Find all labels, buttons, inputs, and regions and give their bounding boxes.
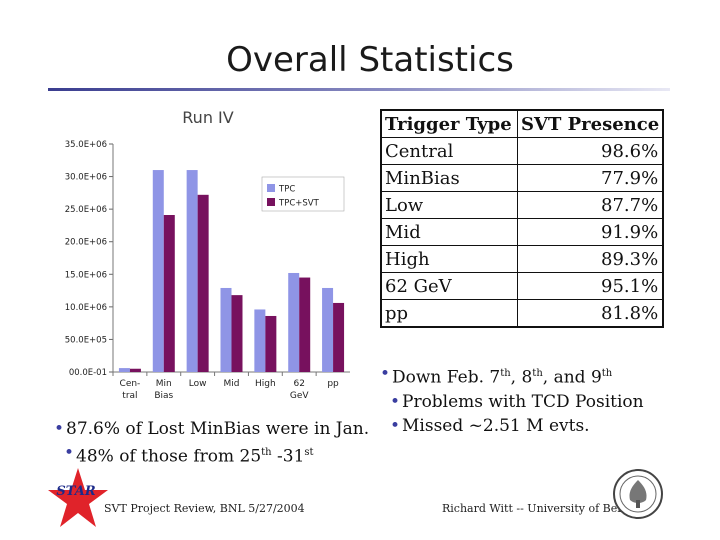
note-those-mid: -31	[271, 446, 305, 467]
bar-chart: Run IV 00.0E-01 50.0E+05 10.0E+06 15.0E+06 20…	[0, 98, 372, 418]
col-header-trigger-type: Trigger Type	[380, 109, 518, 138]
trigger-table: Trigger Type SVT Presence Central 98.6% M…	[380, 109, 665, 328]
cell-svt-presence: 91.9%	[517, 218, 664, 246]
bar-tpc-svt	[299, 277, 311, 372]
note-down-prefix: Down Feb. 7	[392, 367, 501, 388]
bullet-icon: •	[390, 391, 401, 412]
y-tick-label: 35.0E+06	[65, 140, 107, 150]
bar-tpc-svt	[197, 194, 209, 372]
note-those-sup: th	[261, 447, 272, 458]
notes-left-list: • 87.6% of Lost MinBias were in Jan. • 48%…	[54, 417, 370, 469]
bar-tpc	[288, 272, 300, 372]
x-tick-label: GeV	[290, 391, 310, 401]
note-down-mid: , and 9	[542, 367, 602, 388]
y-tick-label: 25.0E+06	[65, 205, 107, 215]
bullet-icon: •	[64, 443, 75, 463]
note-down-sup: th	[500, 368, 511, 379]
cell-trigger-type: Low	[380, 191, 518, 219]
cell-svt-presence: 77.9%	[517, 164, 664, 192]
cell-svt-presence: 81.8%	[517, 299, 664, 328]
table-row: pp 81.8%	[380, 299, 664, 328]
legend-box	[261, 176, 345, 212]
note-missed-text: Missed ~2.51 M evts.	[402, 415, 590, 436]
y-tick-label: 00.0E-01	[69, 368, 107, 378]
legend-swatch	[267, 184, 275, 192]
university-seal-icon	[613, 469, 663, 519]
note-missed: • Missed ~2.51 M evts.	[390, 414, 644, 438]
footer-right: Richard Witt -- University of Bern	[442, 502, 630, 515]
star-logo: STAR	[48, 468, 108, 527]
note-lost-text: 87.6% of Lost MinBias were in Jan.	[66, 419, 370, 439]
note-tcd-text: Problems with TCD Position	[402, 391, 644, 412]
footer-left: SVT Project Review, BNL 5/27/2004	[104, 502, 305, 515]
bullet-icon: •	[380, 364, 391, 384]
bar-tpc	[152, 170, 164, 372]
y-tick-label: 20.0E+06	[65, 238, 107, 248]
cell-svt-presence: 89.3%	[517, 245, 664, 273]
cell-trigger-type: Central	[380, 137, 518, 165]
x-tick-label: Mid	[224, 379, 240, 389]
x-tick-label: 62	[293, 379, 304, 389]
note-down-sup: th	[532, 368, 543, 379]
note-those-prefix: 48% of those from 25	[76, 446, 262, 467]
col-header-svt-presence: SVT Presence	[517, 109, 664, 138]
trigger-table-wrap: Trigger Type SVT Presence Central 98.6% M…	[380, 109, 665, 328]
table-row: Low 87.7%	[380, 191, 664, 219]
notes-right-list: • Down Feb. 7th, 8th, and 9th • Problems w…	[380, 362, 644, 438]
cell-trigger-type: 62 GeV	[380, 272, 518, 300]
table-row: Mid 91.9%	[380, 218, 664, 246]
cell-trigger-type: pp	[380, 299, 518, 328]
note-down-sup: th	[601, 368, 613, 379]
table-row: MinBias 77.9%	[380, 164, 664, 192]
slide-title: Overall Statistics	[226, 40, 514, 80]
x-tick-label: tral	[122, 391, 137, 401]
bar-tpc	[220, 287, 232, 372]
bar-tpc	[322, 287, 334, 372]
bar-tpc	[186, 170, 198, 372]
x-tick-label: Bias	[154, 391, 173, 401]
table-row: High 89.3%	[380, 245, 664, 273]
cell-svt-presence: 98.6%	[517, 137, 664, 165]
table-header-row: Trigger Type SVT Presence	[380, 109, 664, 138]
chart-title: Run IV	[182, 108, 233, 127]
legend-swatch	[267, 198, 275, 206]
x-tick-label: High	[255, 379, 276, 389]
bar-tpc-svt	[333, 302, 345, 372]
y-tick-label: 10.0E+06	[65, 303, 107, 313]
bar-tpc-svt	[129, 368, 141, 372]
note-those: • 48% of those from 25th -31st	[64, 441, 369, 469]
legend-label: TPC+SVT	[278, 199, 320, 209]
table-row: 62 GeV 95.1%	[380, 272, 664, 300]
y-tick-label: 15.0E+06	[65, 270, 107, 280]
legend-label: TPC	[278, 185, 295, 195]
bullet-icon: •	[54, 419, 65, 439]
x-tick-label: Cen-	[120, 379, 141, 389]
cell-svt-presence: 87.7%	[517, 191, 664, 219]
y-tick-label: 50.0E+05	[65, 335, 107, 345]
x-tick-label: Min	[156, 379, 172, 389]
bar-tpc	[118, 368, 130, 372]
title-rule	[48, 88, 670, 91]
x-tick-label: pp	[327, 379, 339, 389]
bar-tpc	[254, 309, 266, 372]
bar-tpc-svt	[231, 295, 243, 372]
note-down-mid: , 8	[510, 367, 533, 388]
bar-tpc-svt	[163, 215, 175, 372]
cell-trigger-type: Mid	[380, 218, 518, 246]
cell-trigger-type: High	[380, 245, 518, 273]
star-shape-icon	[48, 468, 108, 527]
cell-trigger-type: MinBias	[380, 164, 518, 192]
cell-svt-presence: 95.1%	[517, 272, 664, 300]
y-tick-label: 30.0E+06	[65, 173, 107, 183]
bullet-icon: •	[390, 415, 401, 436]
x-tick-label: Low	[189, 379, 207, 389]
star-logo-text: STAR	[56, 484, 95, 499]
bar-chart-svg: Run IV 00.0E-01 50.0E+05 10.0E+06 15.0E+06 20…	[65, 108, 350, 401]
note-down-feb: • Down Feb. 7th, 8th, and 9th	[380, 362, 644, 390]
bar-tpc-svt	[265, 315, 277, 372]
table-row: Central 98.6%	[380, 137, 664, 165]
note-lost-minbias: • 87.6% of Lost MinBias were in Jan.	[54, 417, 370, 441]
note-those-sup: st	[304, 447, 314, 458]
note-tcd: • Problems with TCD Position	[390, 390, 644, 414]
